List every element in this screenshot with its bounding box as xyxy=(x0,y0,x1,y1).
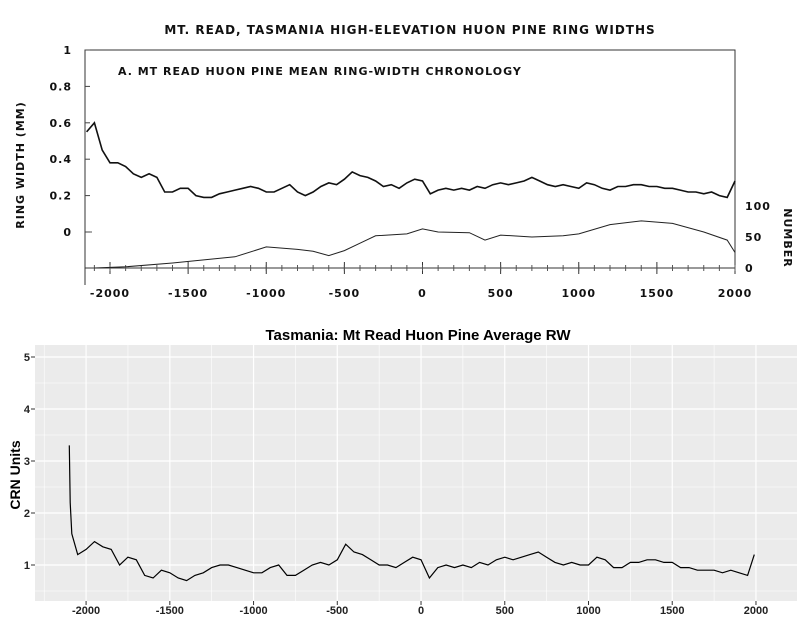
top-y2-tick-label: 100 xyxy=(745,200,771,213)
bottom-y-tick-label: 2 xyxy=(24,508,30,520)
top-x-tick-label: -1000 xyxy=(246,287,286,300)
bottom-x-tick-label: 2000 xyxy=(744,605,768,617)
top-x-tick-label: 1000 xyxy=(561,287,596,300)
bottom-chart-title: Tasmania: Mt Read Huon Pine Average RW xyxy=(265,327,571,344)
bottom-x-tick-label: -1000 xyxy=(239,605,267,617)
top-y-tick-label: 1 xyxy=(63,44,72,57)
top-y-tick-label: 0.6 xyxy=(50,117,73,130)
bottom-x-tick-label: -1500 xyxy=(156,605,184,617)
top-x-tick-label: 1500 xyxy=(640,287,675,300)
top-y-tick-label: 0.4 xyxy=(50,153,73,166)
top-chart: MT. READ, TASMANIA HIGH-ELEVATION HUON P… xyxy=(14,23,794,300)
top-y2-axis-label: NUMBER xyxy=(781,208,794,267)
top-x-tick-label: 2000 xyxy=(718,287,753,300)
top-x-tick-label: 500 xyxy=(488,287,514,300)
crn-series-line xyxy=(68,445,755,582)
top-y2-tick-label: 0 xyxy=(745,262,754,275)
top-y-axis-label: RING WIDTH (MM) xyxy=(14,101,27,228)
bottom-y-tick-label: 5 xyxy=(24,352,30,364)
bottom-x-tick-label: 1000 xyxy=(576,605,600,617)
bottom-x-tick-label: 500 xyxy=(496,605,514,617)
top-y-tick-label: 0.2 xyxy=(50,190,73,203)
top-y-tick-label: 0.8 xyxy=(50,80,73,93)
top-x-tick-label: -500 xyxy=(329,287,361,300)
bottom-y-tick-label: 4 xyxy=(24,404,31,416)
top-plot-frame xyxy=(84,49,736,269)
bottom-y-tick-label: 1 xyxy=(24,560,30,572)
top-y-tick-label: 0 xyxy=(63,226,72,239)
top-x-tick-label: -2000 xyxy=(90,287,130,300)
top-chart-subtitle: A. MT READ HUON PINE MEAN RING-WIDTH CHR… xyxy=(118,65,522,78)
top-x-tick-label: 0 xyxy=(418,287,427,300)
sample-depth-series-line xyxy=(94,220,736,269)
bottom-chart: Tasmania: Mt Read Huon Pine Average RW 5… xyxy=(7,327,797,617)
bottom-x-tick-label: 0 xyxy=(418,605,424,617)
bottom-x-tick-label: -500 xyxy=(326,605,348,617)
bottom-y-tick-label: 3 xyxy=(24,456,30,468)
bottom-x-tick-label: 1500 xyxy=(660,605,684,617)
top-y2-tick-label: 50 xyxy=(745,231,762,244)
ring-width-series-line xyxy=(85,121,736,199)
top-x-tick-label: -1500 xyxy=(168,287,208,300)
bottom-y-axis-label: CRN Units xyxy=(7,440,23,509)
bottom-plot-panel xyxy=(35,345,797,601)
bottom-x-tick-label: -2000 xyxy=(72,605,100,617)
top-chart-title: MT. READ, TASMANIA HIGH-ELEVATION HUON P… xyxy=(164,23,655,37)
